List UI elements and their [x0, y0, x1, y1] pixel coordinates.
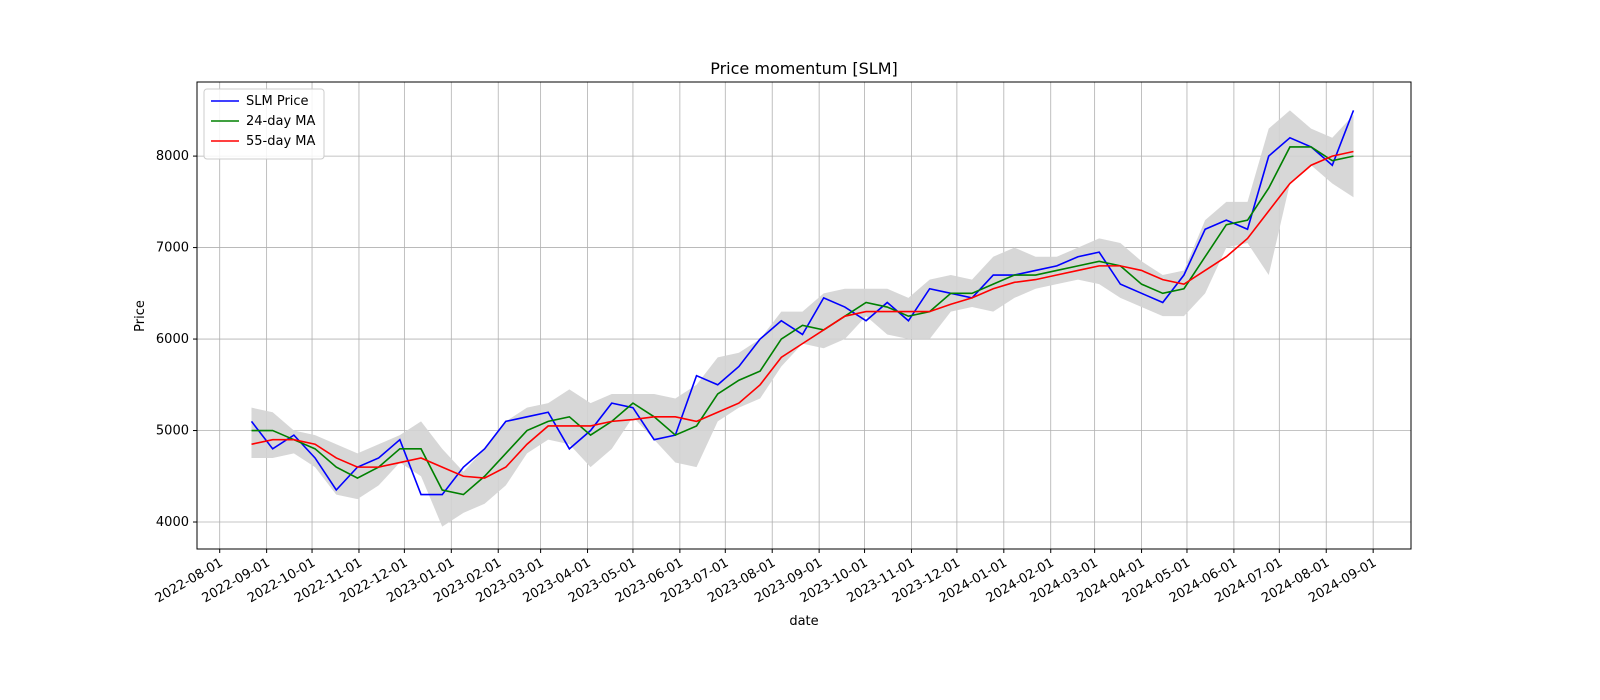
- y-axis-label: Price: [133, 300, 148, 332]
- legend-label: 24-day MA: [246, 114, 315, 129]
- y-tick-label: 4000: [156, 515, 189, 530]
- y-tick-label: 6000: [156, 332, 189, 347]
- x-axis-label: date: [789, 614, 818, 629]
- chart-title: Price momentum [SLM]: [710, 59, 898, 78]
- y-tick-label: 5000: [156, 424, 189, 439]
- legend-label: SLM Price: [246, 94, 309, 109]
- y-tick-label: 8000: [156, 149, 189, 164]
- line: [251, 150, 1354, 479]
- line: [251, 146, 1354, 496]
- legend-label: 55-day MA: [246, 134, 315, 149]
- line: [250, 110, 1355, 496]
- legend: SLM Price 24-day MA 55-day MA: [203, 88, 325, 160]
- band: [251, 110, 1354, 527]
- plot-frame: [196, 81, 1412, 550]
- y-tick-label: 7000: [156, 241, 189, 256]
